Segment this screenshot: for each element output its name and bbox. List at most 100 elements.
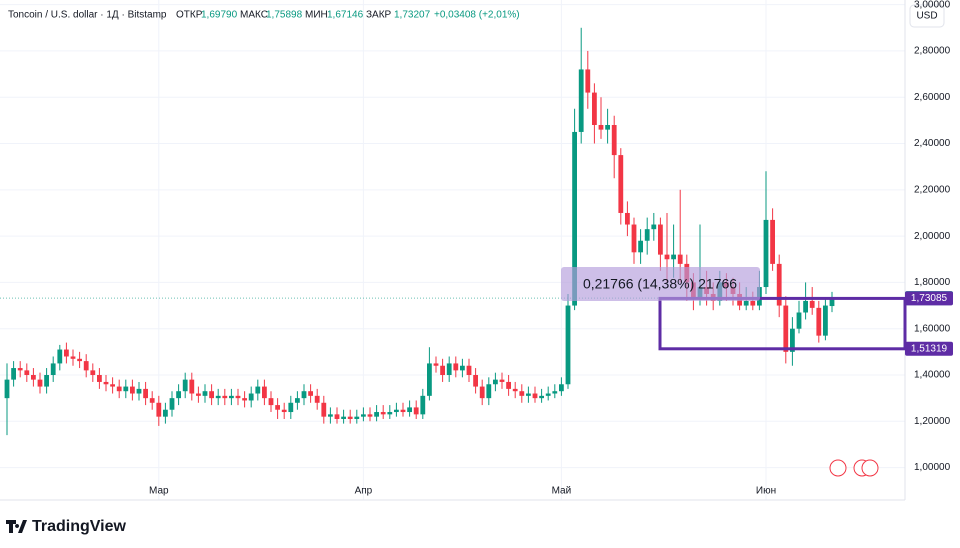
candle-body — [605, 125, 610, 130]
candle-body — [301, 391, 307, 399]
candle-body — [644, 229, 650, 241]
candle-body — [130, 386, 135, 394]
candle-body — [143, 388, 148, 399]
y-tick-label: 2,80000 — [914, 46, 951, 57]
y-tick-label: 1,60000 — [914, 323, 951, 334]
candle-body — [64, 349, 69, 357]
candle-body — [446, 363, 452, 375]
candle-body — [783, 305, 789, 352]
candle-body — [611, 125, 617, 156]
change: +0,03408 (+2,01%) — [434, 10, 520, 21]
close-value: 1,73207 — [394, 10, 431, 21]
x-tick-label: Мар — [149, 486, 169, 497]
candle-body — [763, 219, 769, 288]
candle-body — [295, 398, 300, 403]
measure-label: 0,21766 (14,38%) 21766 — [583, 276, 737, 292]
candle-body — [202, 391, 208, 396]
x-tick-label: Май — [552, 486, 572, 497]
close-label: ЗАКР — [366, 10, 392, 21]
high-value: 1,75898 — [266, 10, 303, 21]
candle-body — [618, 155, 624, 213]
candle-body — [83, 361, 89, 371]
candle-body — [433, 363, 439, 366]
candle-body — [163, 409, 168, 417]
candle-body — [57, 349, 63, 364]
candle-body — [314, 395, 320, 403]
candle-body — [169, 398, 175, 410]
candle-body — [466, 365, 472, 375]
candle-body — [215, 395, 221, 399]
candle-body — [341, 416, 346, 419]
candle-body — [559, 384, 564, 392]
candle-body — [413, 407, 419, 415]
candle-body — [453, 363, 459, 371]
candle-body — [176, 391, 181, 399]
candle-body — [803, 300, 808, 313]
candle-body — [275, 405, 280, 410]
candle-body — [11, 368, 16, 380]
measure-tooltip — [561, 267, 760, 301]
y-tick-label: 2,40000 — [914, 138, 951, 149]
price-tag — [905, 291, 953, 306]
candle-body — [209, 391, 214, 399]
candle-body — [90, 370, 96, 375]
candle-body — [420, 395, 426, 415]
candle-body — [50, 363, 56, 375]
open-value: 1,69790 — [201, 10, 238, 21]
candle-body — [816, 307, 822, 336]
candle-body — [809, 300, 815, 308]
candle-body — [585, 69, 591, 93]
candle-body — [222, 395, 228, 399]
y-tick-label: 1,20000 — [914, 416, 951, 427]
candle-body — [394, 409, 399, 413]
candle-body — [354, 416, 360, 419]
candle-body — [268, 398, 274, 406]
y-tick-label: 1,40000 — [914, 370, 951, 381]
candle-body — [380, 412, 386, 415]
y-tick-label: 2,60000 — [914, 92, 951, 103]
candle-body — [638, 240, 643, 253]
candle-body — [229, 395, 234, 399]
price-tag-label: 1,73085 — [911, 293, 948, 304]
candle-body — [288, 402, 294, 413]
candle-body — [651, 224, 657, 230]
price-tag-label: 1,51319 — [911, 343, 948, 354]
candle-body — [519, 391, 525, 396]
candle-body — [37, 379, 43, 387]
candle-body — [70, 356, 76, 359]
candle-body — [361, 414, 366, 417]
candle-body — [17, 368, 23, 371]
candle-body — [743, 300, 749, 306]
candle-body — [44, 375, 49, 387]
flags — [829, 459, 879, 477]
candle-body — [823, 305, 828, 336]
candle-body — [31, 375, 36, 380]
candle-body — [328, 414, 333, 417]
candle-body — [255, 386, 261, 394]
event-flag[interactable] — [829, 459, 847, 477]
candle-body — [493, 379, 498, 385]
candle-body — [829, 298, 835, 307]
candle-body — [189, 379, 195, 394]
low-value: 1,67146 — [327, 10, 364, 21]
measure-box — [658, 296, 907, 351]
candle-body — [473, 375, 478, 387]
candle-body — [334, 414, 340, 419]
candle-body — [499, 379, 505, 382]
candle-body — [479, 386, 485, 399]
candle-body — [136, 388, 142, 394]
x-tick-label: Июн — [756, 486, 776, 497]
candle-body — [149, 398, 155, 403]
candle-body — [407, 407, 412, 413]
candle-body — [658, 224, 663, 255]
x-tick-label: Апр — [355, 486, 373, 497]
candle-body — [440, 365, 445, 375]
candle-body — [526, 393, 531, 396]
high-label: МАКС — [240, 10, 268, 21]
candle-body — [572, 131, 577, 306]
y-tick-label: 3,00000 — [914, 0, 951, 10]
currency-button[interactable] — [909, 4, 945, 28]
candle-body — [460, 365, 465, 371]
event-flag[interactable] — [861, 459, 879, 477]
